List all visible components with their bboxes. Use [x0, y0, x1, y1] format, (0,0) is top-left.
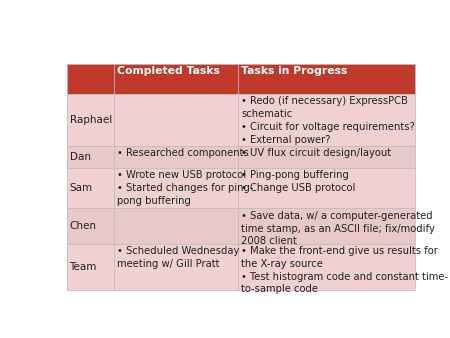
- Text: Completed Tasks: Completed Tasks: [117, 66, 220, 76]
- Text: Raphael: Raphael: [69, 115, 112, 125]
- Bar: [238, 94, 415, 146]
- Bar: [114, 64, 238, 94]
- Bar: [67, 146, 114, 168]
- Text: Team: Team: [69, 262, 97, 272]
- Text: • Save data, w/ a computer-generated
time stamp, as an ASCII file; fix/modify
20: • Save data, w/ a computer-generated tim…: [241, 211, 435, 246]
- Bar: [238, 209, 415, 244]
- Text: • UV flux circuit design/layout: • UV flux circuit design/layout: [241, 148, 391, 158]
- Bar: [67, 64, 114, 94]
- Bar: [238, 168, 415, 209]
- Text: Tasks in Progress: Tasks in Progress: [241, 66, 347, 76]
- Bar: [67, 244, 114, 290]
- Bar: [238, 146, 415, 168]
- Text: • Wrote new USB protocol
• Started changes for ping-
pong buffering: • Wrote new USB protocol • Started chang…: [117, 170, 254, 206]
- Bar: [238, 64, 415, 94]
- Bar: [114, 244, 238, 290]
- Bar: [114, 146, 238, 168]
- Bar: [114, 209, 238, 244]
- Text: Sam: Sam: [69, 183, 93, 193]
- Text: Dan: Dan: [69, 152, 90, 162]
- Text: • Redo (if necessary) ExpressPCB
schematic
• Circuit for voltage requirements?
•: • Redo (if necessary) ExpressPCB schemat…: [241, 96, 415, 145]
- Bar: [67, 94, 114, 146]
- Bar: [238, 244, 415, 290]
- Bar: [67, 209, 114, 244]
- Text: • Scheduled Wednesday
meeting w/ Gill Pratt: • Scheduled Wednesday meeting w/ Gill Pr…: [117, 246, 240, 269]
- Text: Chen: Chen: [69, 221, 96, 231]
- Text: • Ping-pong buffering
• Change USB protocol: • Ping-pong buffering • Change USB proto…: [241, 170, 356, 193]
- Bar: [67, 168, 114, 209]
- Bar: [114, 94, 238, 146]
- Bar: [114, 168, 238, 209]
- Text: • Make the front-end give us results for
the X-ray source
• Test histogram code : • Make the front-end give us results for…: [241, 246, 448, 294]
- Text: • Researched components: • Researched components: [117, 148, 249, 158]
